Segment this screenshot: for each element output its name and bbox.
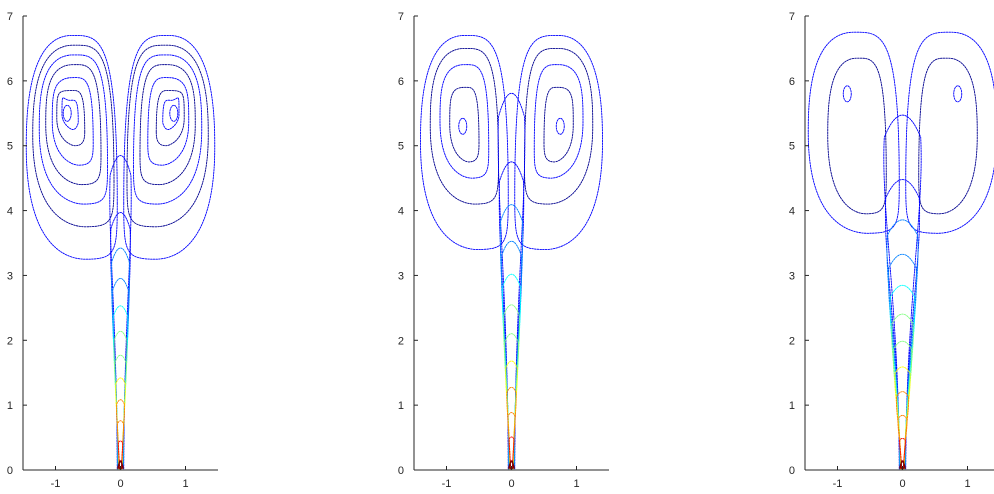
recirculation-contour [162,97,180,130]
recirculation-contour [126,44,209,228]
x-tick-label: 0 [117,478,123,490]
recirculation-contour [420,35,509,250]
y-tick-label: 3 [398,270,404,282]
x-tick-label: -1 [51,478,61,490]
jet-contour [498,161,525,470]
y-tick-label: 2 [789,335,795,347]
y-tick-label: 0 [789,465,795,477]
y-tick-label: 1 [7,400,13,412]
jet-contour [505,360,518,470]
x-tick-label: -1 [833,478,843,490]
panel-middle: 0 1 2 3 4 5 6 7 -1 0 1 [398,11,609,490]
contour-area [420,35,603,470]
y-tick-label: 1 [398,400,404,412]
recirculation-contour [61,97,79,130]
y-tick-label: 4 [398,206,404,218]
y-tick-label: 6 [398,76,404,88]
vortex-core-contour [555,117,565,135]
recirculation-contour [449,86,480,163]
x-tick-label: 1 [182,478,188,490]
recirculation-contour [133,54,203,205]
recirculation-contour [905,31,994,234]
recirculation-contour [123,35,216,260]
recirculation-contour [807,31,900,234]
panel-right: 0 1 2 3 4 5 6 7 -1 0 1 [789,11,994,490]
recirculation-contour [32,44,115,228]
jet-contour [109,155,132,470]
jet-contour [116,420,125,470]
jet-core-contour [899,460,906,469]
recirculation-contour [147,77,190,166]
panel-left: 0 1 2 3 4 5 6 7 -1 0 1 [7,11,218,490]
y-tick-label: 4 [7,206,13,218]
y-tick-label: 0 [7,465,13,477]
y-tick-label: 7 [398,11,404,23]
recirculation-contour [524,47,594,205]
vortex-core-contour [458,117,468,135]
jet-contour [888,253,917,470]
recirculation-contour [918,57,978,215]
recirculation-contour [51,77,94,166]
jet-core-contour [117,460,124,469]
y-tick-label: 5 [789,141,795,153]
y-tick-label: 3 [7,270,13,282]
y-tick-label: 3 [789,270,795,282]
jet-contour [497,93,526,470]
y-tick-label: 1 [789,400,795,412]
recirculation-contour [25,35,118,260]
jet-contour [508,436,515,470]
recirculation-contour [56,90,86,147]
y-tick-label: 7 [789,11,795,23]
x-tick-label: 0 [508,478,514,490]
recirculation-contour [139,64,196,186]
x-tick-label: 0 [899,478,905,490]
jet-contour [889,284,916,470]
jet-core-contour [508,460,515,469]
x-tick-label: 1 [573,478,579,490]
y-tick-label: 5 [398,141,404,153]
y-tick-label: 2 [7,335,13,347]
vortex-core-contour [169,104,179,122]
recirculation-contour [155,90,185,147]
recirculation-contour [514,35,603,250]
vortex-core-contour [62,104,72,122]
recirculation-contour [543,86,574,163]
jet-contour [884,179,921,470]
y-tick-label: 0 [398,465,404,477]
contour-area [807,31,994,470]
recirculation-contour [533,64,584,179]
jet-contour [117,440,124,470]
y-tick-label: 5 [7,141,13,153]
recirculation-contour [38,54,108,205]
jet-contour [899,437,906,470]
recirculation-contour [439,64,490,179]
jet-contour [897,414,908,470]
jet-contour [883,114,922,470]
y-tick-label: 6 [789,76,795,88]
y-tick-label: 2 [398,335,404,347]
vortex-core-contour [953,85,963,103]
x-tick-label: -1 [442,478,452,490]
jet-contour [891,313,914,470]
recirculation-contour [45,64,102,186]
y-tick-label: 4 [789,206,795,218]
y-tick-label: 7 [7,11,13,23]
jet-contour [507,412,516,470]
contour-area [25,35,216,470]
y-tick-label: 6 [7,76,13,88]
vortex-core-contour [842,85,852,103]
x-tick-label: 1 [964,478,970,490]
recirculation-contour [429,47,499,205]
recirculation-contour [827,57,887,215]
